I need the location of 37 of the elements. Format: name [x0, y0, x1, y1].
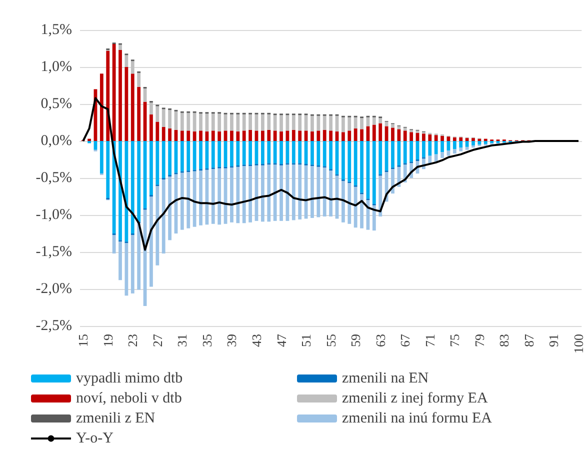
legend-label: Y-o-Y — [76, 430, 114, 446]
y-tick-label: 0,5% — [40, 96, 72, 112]
x-tick-label: 35 — [199, 334, 214, 347]
x-tick-label: 67 — [398, 334, 413, 347]
x-tick-label: 43 — [248, 334, 264, 347]
legend-label: zmenili na EN — [342, 370, 429, 386]
x-tick-label: 27 — [150, 334, 165, 347]
y-tick-label: -0,5% — [36, 170, 72, 186]
x-tick-label: 47 — [274, 334, 289, 347]
y-tick-label: 1,5% — [40, 22, 72, 38]
y-tick-label: -1,0% — [36, 207, 72, 223]
y-tick-label: 0,0% — [40, 133, 72, 149]
legend-label: zmenili z EN — [76, 410, 156, 426]
x-tick-label: 91 — [546, 334, 562, 347]
x-tick-label: 63 — [372, 334, 388, 347]
legend-label: zmenili z inej formy EA — [342, 390, 488, 406]
x-tick-label: 55 — [323, 334, 338, 347]
x-tick-label: 19 — [100, 334, 116, 347]
x-tick-label: 59 — [348, 334, 364, 347]
x-tick-label: 71 — [422, 334, 438, 347]
y-tick-label: -2,0% — [36, 281, 72, 297]
x-tick-label: 23 — [125, 334, 140, 347]
x-tick-label: 51 — [298, 334, 314, 347]
y-tick-label: 1,0% — [40, 59, 72, 75]
x-tick-label: 31 — [174, 334, 190, 347]
legend-label: noví, neboli v dtb — [76, 390, 182, 406]
x-tick-label: 87 — [521, 334, 536, 347]
x-tick-label: 75 — [447, 334, 462, 347]
legend-label: zmenili na inú formu EA — [342, 410, 492, 426]
x-tick-label: 79 — [472, 334, 487, 347]
legend-label: vypadli mimo dtb — [76, 370, 183, 386]
y-tick-label: -1,5% — [36, 244, 72, 260]
y-tick-label: -2,5% — [36, 318, 72, 334]
x-tick-label: 83 — [496, 334, 512, 347]
x-tick-label: 100 — [571, 334, 585, 354]
x-tick-label: 15 — [76, 334, 91, 347]
x-tick-label: 39 — [224, 334, 240, 347]
